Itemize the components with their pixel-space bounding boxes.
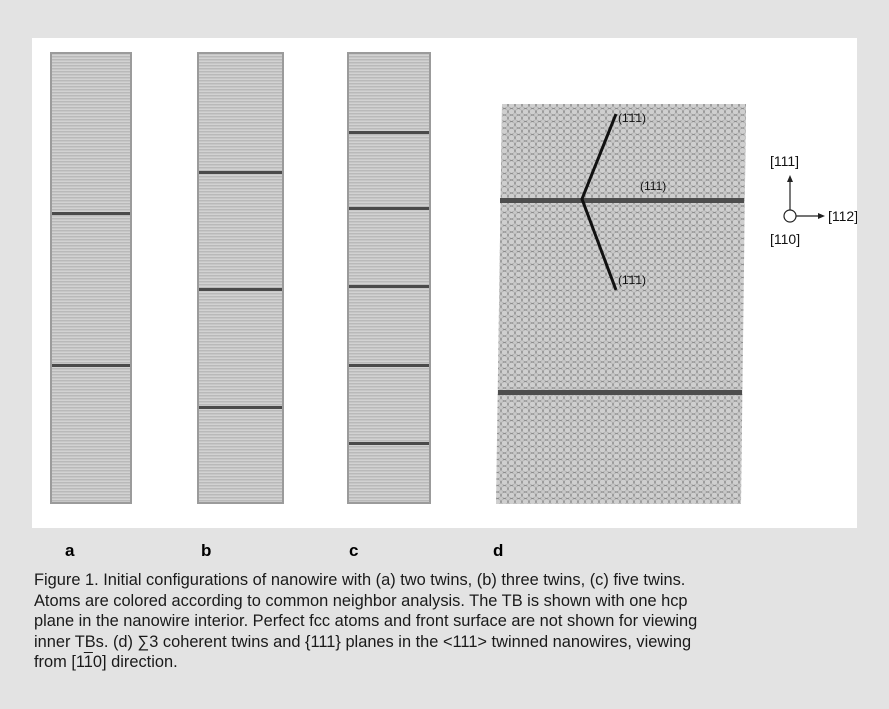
- twin-boundary-upper: [500, 198, 744, 203]
- panel-label-a: a: [65, 541, 75, 560]
- caption-line-5-bar: 1: [83, 653, 93, 672]
- axis-right-head: [818, 213, 825, 219]
- atom-block-overlay: [496, 104, 746, 504]
- nanowire-c-twin-boundary: [349, 207, 429, 210]
- nanowire-a: [50, 52, 132, 504]
- nanowire-b-atoms: [199, 54, 282, 502]
- nanowire-c: [347, 52, 431, 504]
- caption-line-5-start: from [1: [34, 653, 84, 672]
- caption-line-4: inner TBs. (d) ∑3 coherent twins and {11…: [34, 632, 692, 651]
- panel-label-d: d: [493, 541, 504, 560]
- nanowire-a-twin-boundary: [52, 364, 130, 367]
- nanowire-c-twin-boundary: [349, 285, 429, 288]
- axis-center-circle: [783, 209, 797, 223]
- nanowire-b-twin-boundary: [199, 288, 282, 291]
- caption-line-2: Atoms are colored according to common ne…: [34, 591, 688, 610]
- nanowire-b-twin-boundary: [199, 406, 282, 409]
- caption-line-5-end: 0] direction.: [92, 653, 178, 672]
- caption-line-5: from [110] direction.: [34, 652, 864, 673]
- plane-label-top: (1̄1̄1): [618, 111, 646, 125]
- nanowire-c-atoms: [349, 54, 429, 502]
- axis-up-head: [787, 175, 793, 182]
- crystal-axes: [111] [112] [110]: [770, 153, 857, 247]
- nanowire-b-twin-boundary: [199, 171, 282, 174]
- nanowire-c-twin-boundary: [349, 131, 429, 134]
- nanowire-d-atomistic-view: (1̄1̄1) (111) (1̄1̄1): [496, 104, 746, 504]
- figure-caption: Figure 1. Initial configurations of nano…: [34, 570, 864, 673]
- nanowire-a-atoms: [52, 54, 130, 502]
- nanowire-b: [197, 52, 284, 504]
- nanowire-c-twin-boundary: [349, 364, 429, 367]
- figure-panel: (1̄1̄1) (111) (1̄1̄1) [111] [112] [110]: [32, 38, 857, 528]
- nanowire-c-twin-boundary: [349, 442, 429, 445]
- axis-up-label: [111]: [770, 153, 799, 169]
- axis-right-label: [112]: [828, 208, 857, 224]
- caption-line-3: plane in the nanowire interior. Perfect …: [34, 612, 698, 631]
- nanowire-a-twin-boundary: [52, 212, 130, 215]
- plane-label-bottom: (1̄1̄1): [618, 273, 646, 287]
- panel-label-b: b: [201, 541, 212, 560]
- plane-trace-lines: [580, 113, 618, 291]
- panel-label-c: c: [349, 541, 359, 560]
- twin-boundary-lower: [498, 390, 742, 395]
- plane-label-middle: (111): [640, 179, 666, 193]
- axis-center-label: [110]: [770, 231, 800, 247]
- caption-line-1: Figure 1. Initial configurations of nano…: [34, 571, 686, 589]
